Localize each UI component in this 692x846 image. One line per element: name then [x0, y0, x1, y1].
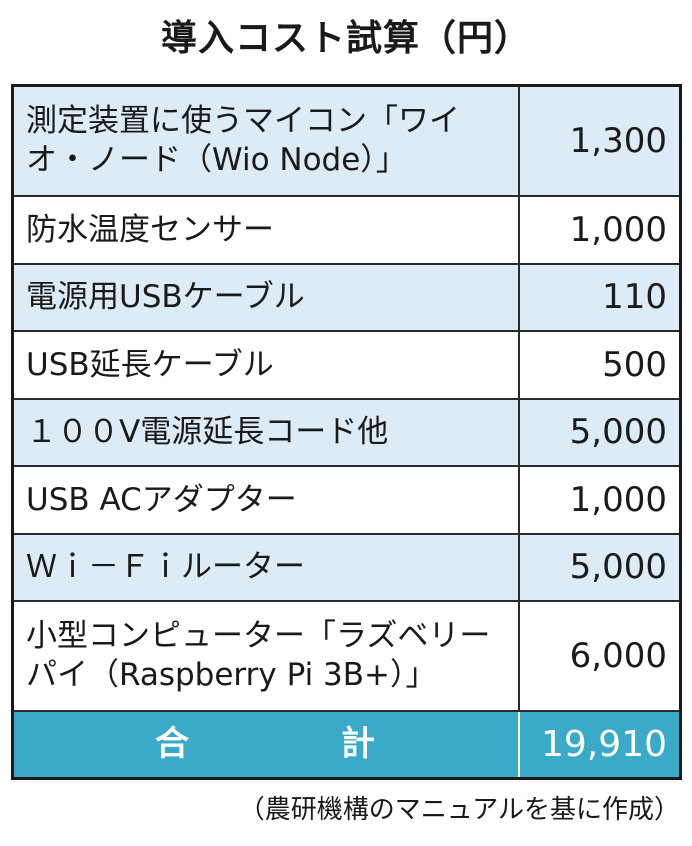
item-name: 測定装置に使うマイコン「ワイオ・ノード（Wio Node）」: [26, 103, 460, 178]
item-name: １００V電源延長コード他: [26, 414, 389, 451]
item-name: 防水温度センサー: [26, 211, 274, 248]
total-label: 合 計: [14, 712, 520, 777]
table-title: 導入コスト試算（円）: [160, 18, 531, 59]
table-row-price: 5,000: [520, 535, 679, 602]
table-row-price: 5,000: [520, 400, 679, 467]
total-label-char-2: 計: [341, 724, 377, 765]
table-row-item: 測定装置に使うマイコン「ワイオ・ノード（Wio Node）」: [14, 87, 520, 197]
total-value: 19,910: [520, 712, 679, 777]
table-row-item: USB ACアダプター: [14, 467, 520, 535]
table-row-price: 1,300: [520, 87, 679, 197]
table-row-price: 6,000: [520, 602, 679, 712]
table-row-item: 電源用USBケーブル: [14, 265, 520, 332]
item-name: 小型コンピューター「ラズベリーパイ（Raspberry Pi 3B+）」: [26, 618, 491, 693]
item-name: 電源用USBケーブル: [26, 279, 305, 316]
table-row-item: 防水温度センサー: [14, 197, 520, 265]
table-row-price: 500: [520, 332, 679, 400]
table-row-price: 110: [520, 265, 679, 332]
cost-table: 測定装置に使うマイコン「ワイオ・ノード（Wio Node）」 1,300 防水温…: [11, 84, 682, 780]
table-row-price: 1,000: [520, 197, 679, 265]
table-row-item: １００V電源延長コード他: [14, 400, 520, 467]
item-name: USB延長ケーブル: [26, 346, 274, 383]
table-row-item: 小型コンピューター「ラズベリーパイ（Raspberry Pi 3B+）」: [14, 602, 520, 712]
item-name: USB ACアダプター: [26, 481, 297, 518]
table-row-price: 1,000: [520, 467, 679, 535]
source-note: （農研機構のマニュアルを基に作成）: [238, 795, 680, 825]
item-name: Ｗｉ－Ｆｉルーター: [26, 549, 305, 586]
total-label-char-1: 合: [155, 724, 191, 765]
table-row-item: USB延長ケーブル: [14, 332, 520, 400]
table-row-item: Ｗｉ－Ｆｉルーター: [14, 535, 520, 602]
